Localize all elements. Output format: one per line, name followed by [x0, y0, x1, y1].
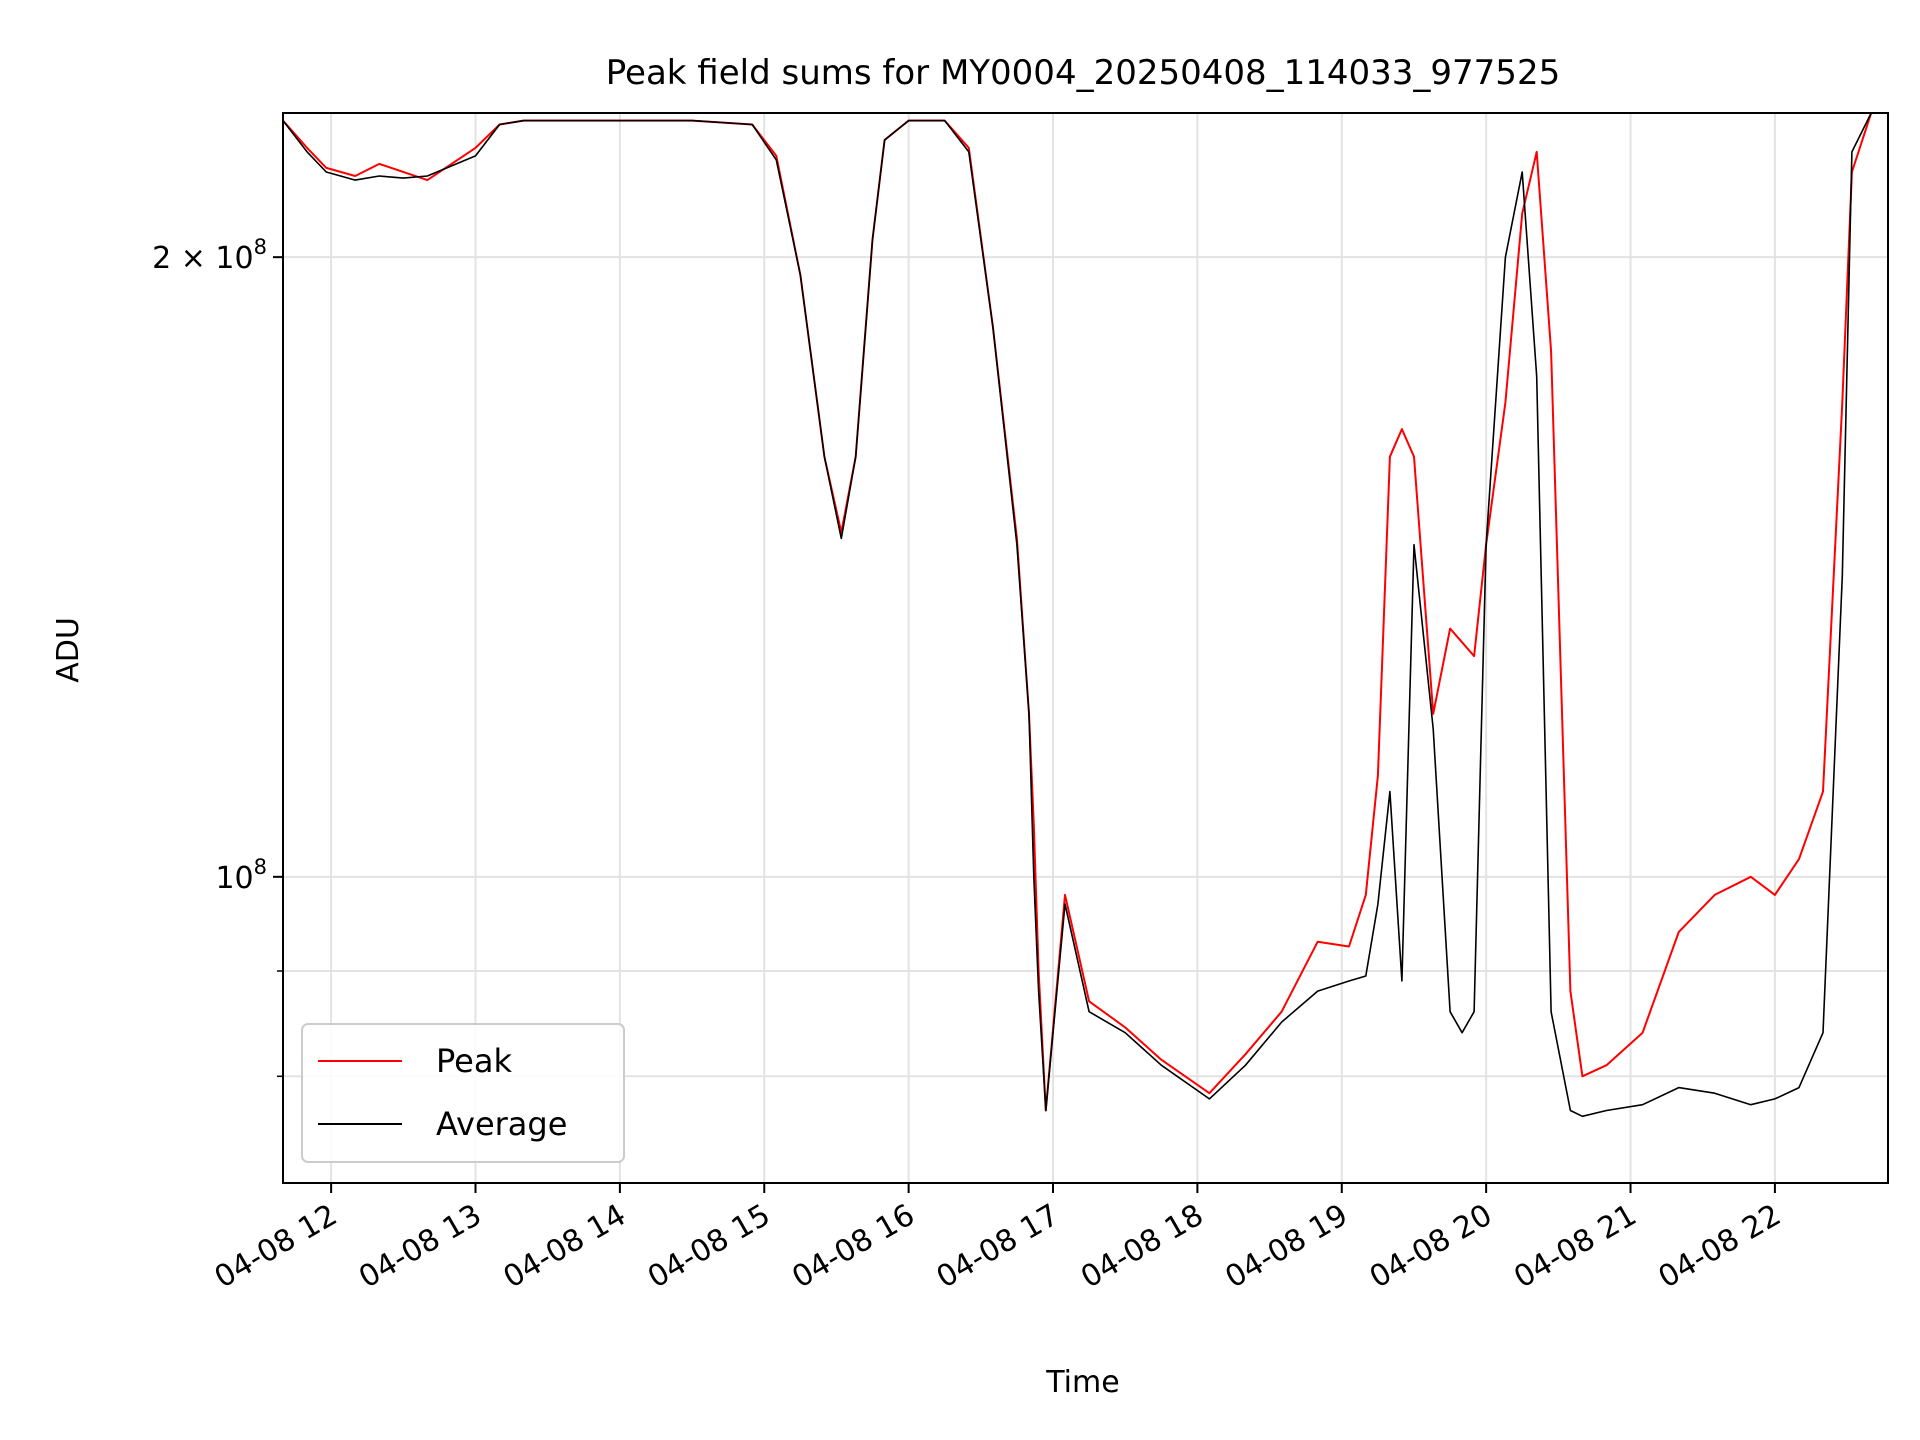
plot-frame: [282, 112, 1889, 1184]
y-tick-label: 108: [215, 855, 267, 896]
grid-lines: [283, 113, 1888, 1183]
y-axis-ticks: 108 2 × 108: [152, 235, 283, 1078]
legend-box: [301, 1023, 625, 1163]
series-line-average: [282, 112, 1872, 1118]
series-lines: [282, 112, 1873, 1118]
legend-label: Average: [436, 1105, 567, 1143]
x-axis-label: Time: [1045, 1365, 1119, 1400]
legend-label: Peak: [436, 1042, 512, 1080]
legend: Peak Average: [301, 1023, 625, 1163]
chart-title: Peak field sums for MY0004_20250408_1140…: [606, 53, 1560, 93]
y-axis-label: ADU: [51, 617, 86, 683]
y-tick-label: 2 × 108: [152, 235, 267, 276]
